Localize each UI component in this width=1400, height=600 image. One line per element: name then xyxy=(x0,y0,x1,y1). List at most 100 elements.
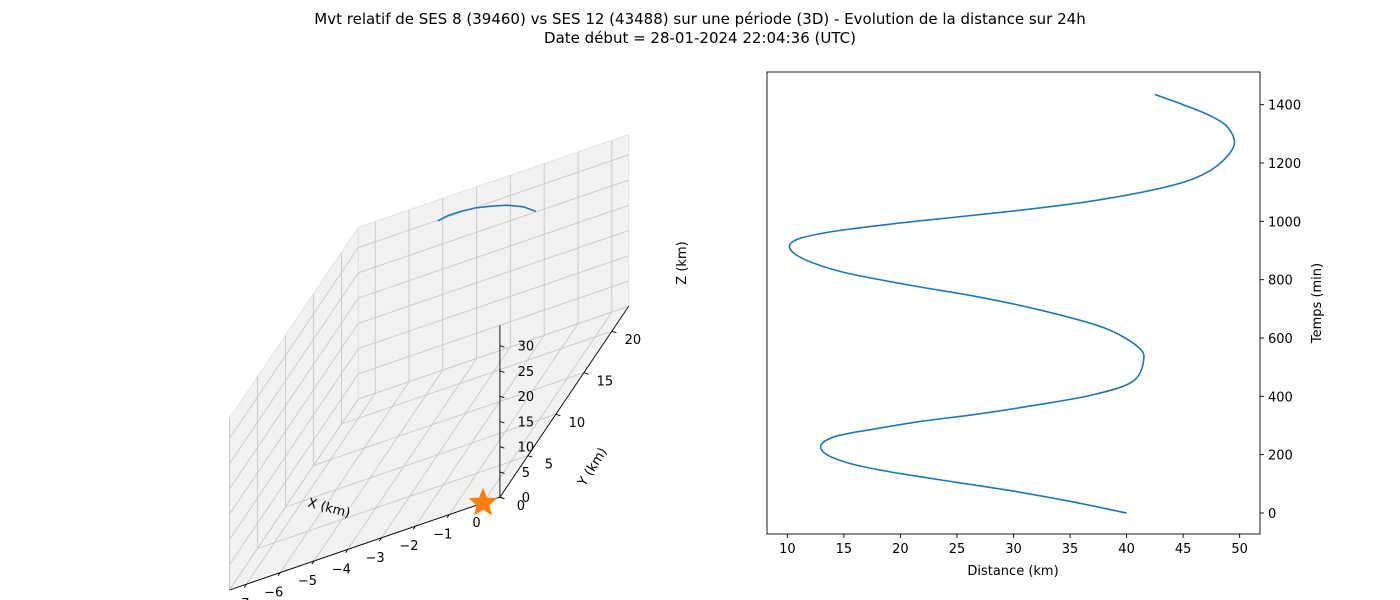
z-tick-3d xyxy=(499,446,505,449)
x-tick-label: 10 xyxy=(779,542,796,557)
distance-line xyxy=(788,93,1236,514)
x-tick-3d xyxy=(277,572,281,577)
trajectory-line-3d xyxy=(437,204,537,222)
grid-line xyxy=(313,369,444,562)
x-tick-label: 20 xyxy=(892,542,909,557)
grid-line xyxy=(358,230,629,324)
axes-2d: 10 15 20 25 30 35 40 45 50 0 200 400 600 800 1000 1200 1… xyxy=(779,99,1301,557)
z-tick-3d xyxy=(499,496,505,500)
grid-line xyxy=(229,348,359,540)
y-axis-label-3d: Y (km) xyxy=(575,445,611,490)
x-tick-3d xyxy=(379,537,382,542)
x-tick-label-3d: −6 xyxy=(264,586,283,600)
z-tick-label-3d: 20 xyxy=(518,390,535,405)
z-tick-3d xyxy=(499,345,505,348)
grid-line xyxy=(257,455,529,549)
y-axis-line xyxy=(499,306,630,498)
y-tick-label: 1400 xyxy=(1268,99,1301,114)
x-tick-3d xyxy=(446,514,450,519)
z-tick-3d xyxy=(499,421,505,424)
y-tick-label-3d: 5 xyxy=(545,458,553,473)
grid-line xyxy=(341,330,613,425)
z-tick-label-3d: 5 xyxy=(522,466,530,481)
grid-3d xyxy=(229,140,629,591)
z-tick-label-3d: 15 xyxy=(518,415,535,430)
grid-line xyxy=(279,381,410,573)
x-tick-3d xyxy=(311,560,315,565)
z-tick-3d xyxy=(499,395,505,399)
figure-title-line2: Date début = 28-01-2024 22:04:36 (UTC) xyxy=(544,29,856,47)
z-axis-label-3d: Z (km) xyxy=(675,241,690,284)
grid-line xyxy=(229,297,359,490)
x-tick-label-3d: −3 xyxy=(366,551,385,566)
x-tick-label-3d: −4 xyxy=(332,562,351,577)
grid-line xyxy=(358,204,629,299)
y-tick-label: 1000 xyxy=(1268,215,1301,230)
grid-line xyxy=(358,255,629,350)
plot-frame xyxy=(766,71,1261,535)
grid-line xyxy=(229,373,359,566)
x-tick-label-3d: −2 xyxy=(399,539,418,554)
y-tick-3d xyxy=(611,330,617,334)
series-3d xyxy=(437,204,537,516)
grid-line xyxy=(448,323,579,515)
y-tick-label: 800 xyxy=(1268,274,1293,289)
grid-line xyxy=(246,393,376,585)
series-2d xyxy=(788,93,1236,514)
y-tick-3d xyxy=(583,372,589,375)
star-marker xyxy=(468,487,498,516)
z-tick-label-3d: 10 xyxy=(518,441,535,456)
grid-line xyxy=(313,372,585,466)
z-tick-label-3d: 30 xyxy=(518,340,535,355)
figure-title: Mvt relatif de SES 8 (39460) vs SES 12 (… xyxy=(0,10,1400,48)
x-tick-3d xyxy=(345,549,349,553)
y-tick-label-3d: 0 xyxy=(517,499,525,514)
plot-2d: 10 15 20 25 30 35 40 45 50 0 200 400 600 800 1000 1200 1… xyxy=(766,71,1325,579)
y-tick-label: 0 xyxy=(1268,507,1276,522)
x-tick-label-3d: 0 xyxy=(472,516,480,531)
x-tick-label-3d: −7 xyxy=(230,597,249,600)
y-tick-label: 200 xyxy=(1268,449,1293,464)
y-tick-label: 400 xyxy=(1268,390,1293,405)
y-tick-3d xyxy=(527,455,533,458)
grid-line xyxy=(415,335,545,527)
y-tick-3d xyxy=(555,413,561,417)
z-tick-label-3d: 25 xyxy=(518,365,535,380)
y-tick-label-3d: 15 xyxy=(597,375,614,390)
figure-title-line1: Mvt relatif de SES 8 (39460) vs SES 12 (… xyxy=(314,10,1086,28)
grid-line xyxy=(381,346,511,539)
y-axis-label-2d: Temps (min) xyxy=(1310,263,1325,344)
x-tick-label: 30 xyxy=(1005,542,1022,557)
grid-line xyxy=(285,413,557,508)
x-tick-label: 25 xyxy=(949,542,966,557)
y-tick-label-3d: 10 xyxy=(569,416,586,431)
x-tick-label: 35 xyxy=(1062,542,1079,557)
x-tick-3d xyxy=(243,583,247,588)
grid-line xyxy=(482,311,613,504)
grid-line xyxy=(358,179,629,274)
z-tick-3d xyxy=(499,370,505,373)
grid-line xyxy=(229,398,359,591)
x-tick-label-3d: −5 xyxy=(298,574,317,589)
y-tick-label-3d: 20 xyxy=(625,333,642,348)
x-axis-line xyxy=(229,496,501,591)
x-tick-label: 50 xyxy=(1231,542,1248,557)
y-tick-label: 1200 xyxy=(1268,157,1301,172)
x-tick-label: 40 xyxy=(1118,542,1135,557)
x-tick-label-3d: −1 xyxy=(433,528,452,543)
z-tick-3d xyxy=(499,471,505,474)
grid-line xyxy=(347,358,477,550)
grid-line xyxy=(229,323,359,515)
x-tick-label: 45 xyxy=(1175,542,1192,557)
grid-line xyxy=(358,154,629,249)
x-tick-3d xyxy=(412,525,416,530)
z-tick-label-3d: 0 xyxy=(522,491,530,506)
grid-line xyxy=(358,280,629,375)
grid-line xyxy=(358,305,629,400)
grid-line xyxy=(229,247,359,439)
grid-line xyxy=(229,272,359,465)
x-tick-label: 15 xyxy=(836,542,853,557)
